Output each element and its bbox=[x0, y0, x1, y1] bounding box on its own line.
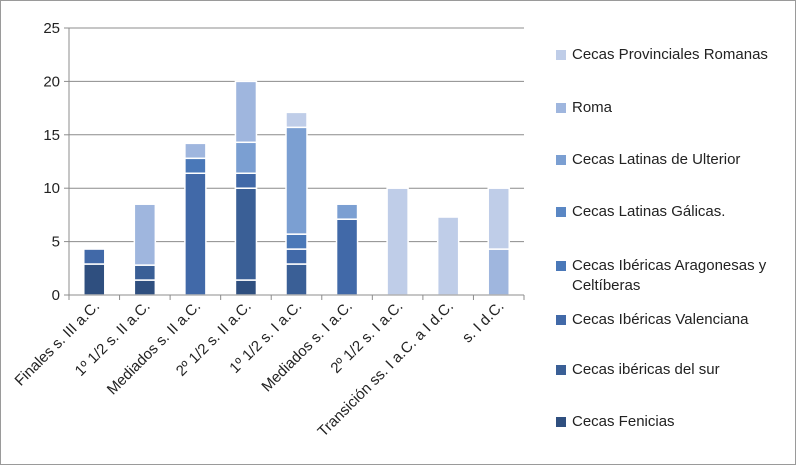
bar-segment bbox=[234, 141, 258, 174]
legend-swatch bbox=[556, 207, 566, 217]
y-tick-labels: 0 5 10 15 20 25 bbox=[43, 20, 60, 304]
bar-segment bbox=[133, 264, 157, 281]
legend-label: Roma bbox=[572, 99, 613, 116]
bar-segment bbox=[436, 216, 460, 296]
legend-swatch bbox=[556, 417, 566, 427]
legend-item: Cecas Provinciales Romanas bbox=[556, 45, 787, 65]
bar-segment bbox=[285, 111, 308, 129]
y-tick-label: 25 bbox=[43, 20, 60, 37]
bar-segment bbox=[234, 279, 258, 296]
bar-segment bbox=[335, 218, 359, 296]
legend-label: Cecas Latinas de Ulterior bbox=[572, 151, 741, 168]
legend-item: Cecas ibéricas del sur bbox=[556, 360, 787, 380]
bar-segment bbox=[487, 248, 510, 296]
legend-swatch bbox=[556, 315, 566, 325]
bar-segment bbox=[285, 248, 308, 265]
bar-segment bbox=[487, 187, 510, 250]
bar-segment bbox=[234, 80, 258, 144]
legend-swatch bbox=[556, 103, 566, 113]
y-tick-label: 20 bbox=[43, 73, 60, 90]
legend-label: Cecas Provinciales Romanas bbox=[572, 46, 768, 63]
legend-item: Cecas Ibéricas Valenciana bbox=[556, 310, 787, 330]
legend-swatch bbox=[556, 50, 566, 60]
bar-segment bbox=[386, 187, 409, 296]
bars bbox=[83, 80, 510, 296]
y-tick-label: 10 bbox=[43, 180, 60, 197]
bar-segment bbox=[234, 172, 258, 189]
legend-label: Cecas Fenicias bbox=[572, 413, 675, 430]
bar-segment bbox=[133, 279, 157, 296]
bar-segment bbox=[133, 203, 157, 266]
legend-swatch bbox=[556, 155, 566, 165]
bar-segment bbox=[184, 142, 207, 160]
bar-segment bbox=[184, 157, 207, 174]
bar-segment bbox=[285, 263, 308, 296]
legend-item: Cecas Ibéricas Aragonesas y Celtíberas bbox=[556, 256, 787, 296]
y-tick-label: 0 bbox=[52, 287, 60, 304]
legend-item: Cecas Latinas Gálicas. bbox=[556, 202, 787, 222]
legend-item: Cecas Latinas de Ulterior bbox=[556, 150, 787, 170]
legend-label: Cecas ibéricas del sur bbox=[572, 361, 720, 378]
legend-item: Roma bbox=[556, 98, 787, 118]
bar-segment bbox=[184, 172, 207, 296]
bar-segment bbox=[285, 233, 308, 250]
legend-label: Cecas Ibéricas Aragonesas y Celtíberas bbox=[572, 257, 767, 294]
bar-segment bbox=[234, 187, 258, 281]
legend-swatch bbox=[556, 365, 566, 375]
y-tick-label: 15 bbox=[43, 127, 60, 144]
bar-segment bbox=[285, 126, 308, 235]
bar-segment bbox=[83, 248, 106, 265]
legend-label: Cecas Latinas Gálicas. bbox=[572, 203, 726, 220]
legend: Cecas Provinciales Romanas Roma Cecas Lati… bbox=[556, 0, 792, 465]
legend-item: Cecas Fenicias bbox=[556, 412, 787, 432]
y-tick-label: 5 bbox=[52, 234, 60, 251]
legend-label: Cecas Ibéricas Valenciana bbox=[572, 311, 749, 328]
bar-segment bbox=[83, 263, 106, 296]
bar-segment bbox=[335, 203, 359, 220]
legend-swatch bbox=[556, 261, 566, 271]
